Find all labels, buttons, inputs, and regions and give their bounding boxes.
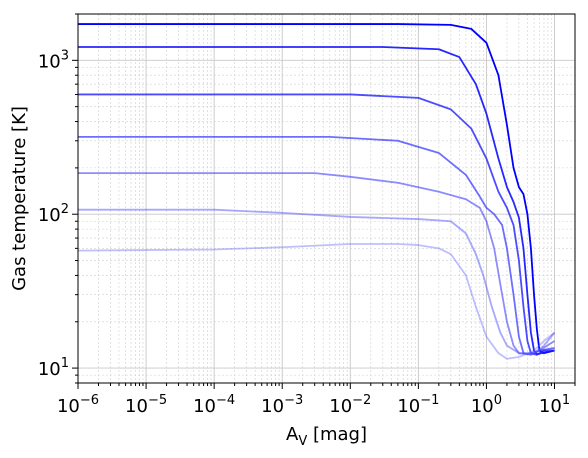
- x-axis-title: AV [mag]: [286, 424, 367, 449]
- x-tick-label: 10−2: [329, 393, 371, 417]
- y-tick-label: 101: [38, 356, 69, 380]
- x-tick-label: 100: [471, 393, 502, 417]
- y-tick-label: 102: [38, 202, 69, 226]
- series-line-6: [78, 208, 556, 355]
- y-tick-label: 103: [38, 48, 69, 72]
- series-group: [77, 23, 556, 360]
- series-line-1: [78, 23, 555, 355]
- grid: [77, 13, 576, 384]
- x-tick-label: 10−1: [397, 393, 439, 417]
- series-line-7: [77, 243, 556, 360]
- ticks: [72, 13, 576, 389]
- x-tick-label: 10−3: [261, 393, 303, 417]
- y-axis-title: Gas temperature [K]: [9, 106, 30, 291]
- x-tick-label: 10−4: [193, 393, 235, 417]
- x-tick-label: 101: [539, 393, 570, 417]
- x-tick-label: 10−5: [125, 393, 167, 417]
- x-tick-label: 10−6: [57, 393, 99, 417]
- plot-frame: [77, 13, 576, 384]
- tick-labels: 10−6 10−5 10−4 10−3 10−2 10−1 100 101 101 102 103: [38, 48, 570, 417]
